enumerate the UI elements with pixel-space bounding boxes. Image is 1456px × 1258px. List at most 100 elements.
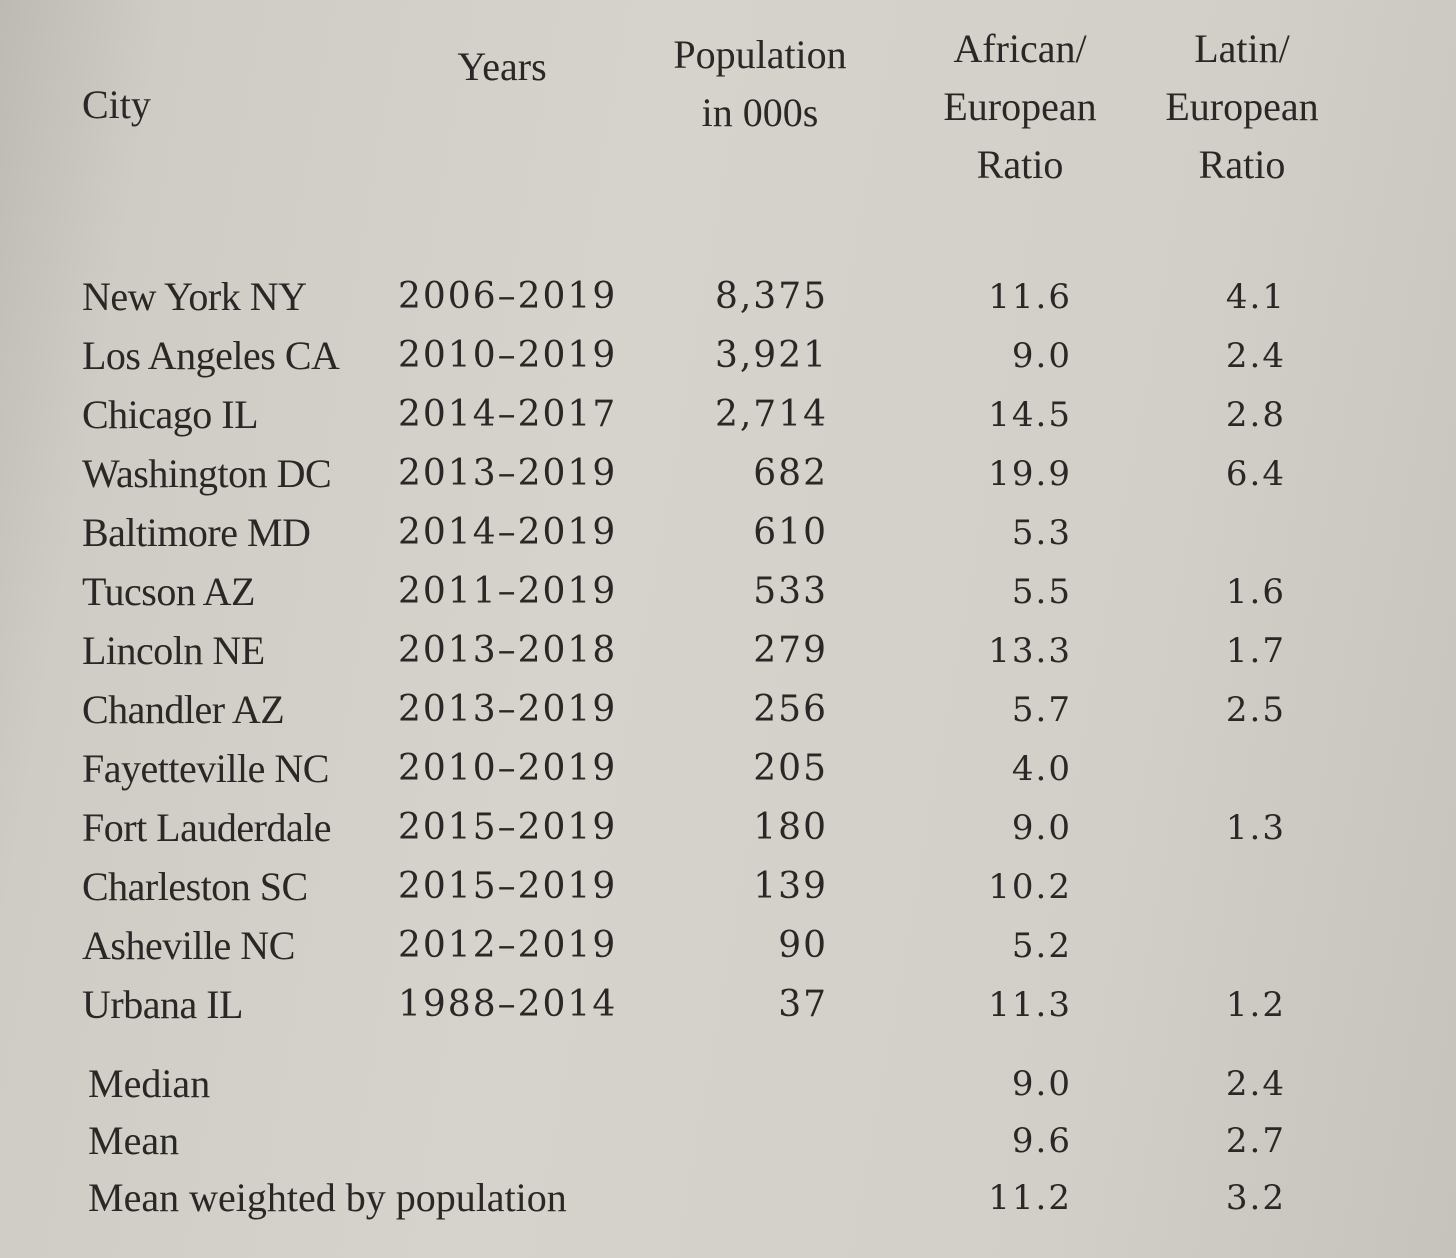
years-cell: 2013–2019	[398, 453, 618, 494]
african-ratio-cell: 19.9	[988, 454, 1072, 494]
african-ratio-cell: 5.7	[1011, 690, 1072, 730]
header-years: Years	[452, 38, 552, 96]
table-row: Urbana IL 1988–2014 37 11.3 1.2	[0, 976, 1456, 1034]
years-cell: 2015–2019	[398, 807, 618, 848]
table-row: Washington DC 2013–2019 682 19.9 6.4	[0, 445, 1456, 503]
african-ratio-cell: 5.2	[1011, 926, 1072, 966]
latin-ratio-cell: 1.7	[1225, 631, 1286, 671]
header-city-label: City	[82, 82, 151, 127]
table-row: Los Angeles CA 2010–2019 3,921 9.0 2.4	[0, 327, 1456, 385]
years-cell: 2012–2019	[398, 925, 618, 966]
population-cell: 3,921	[714, 335, 828, 376]
years-cell: 1988–2014	[398, 984, 618, 1025]
header-african-line-1: African/	[953, 26, 1087, 71]
city-cell: Washington DC	[82, 451, 332, 496]
latin-ratio-cell: 2.8	[1225, 395, 1286, 435]
table-row: Baltimore MD 2014–2019 610 5.3	[0, 504, 1456, 562]
table-row: Tucson AZ 2011–2019 533 5.5 1.6	[0, 563, 1456, 621]
latin-ratio-cell: 2.7	[1225, 1121, 1286, 1161]
city-cell: Lincoln NE	[82, 628, 265, 673]
header-african-line-3: Ratio	[976, 142, 1064, 187]
latin-ratio-cell: 2.4	[1225, 1064, 1286, 1104]
table-row: New York NY 2006–2019 8,375 11.6 4.1	[0, 268, 1456, 326]
african-ratio-cell: 11.6	[988, 277, 1072, 317]
table-row: Chandler AZ 2013–2019 256 5.7 2.5	[0, 681, 1456, 739]
african-ratio-cell: 9.0	[1011, 808, 1072, 848]
summary-label: Median	[88, 1061, 211, 1106]
years-cell: 2010–2019	[398, 335, 618, 376]
header-latin-line-2: European	[1165, 84, 1319, 129]
city-cell: Charleston SC	[82, 864, 308, 909]
summary-row-mean: Mean 9.6 2.7	[0, 1112, 1456, 1170]
latin-ratio-cell: 6.4	[1225, 454, 1286, 494]
latin-ratio-cell: 1.3	[1225, 808, 1286, 848]
african-ratio-cell: 10.2	[988, 867, 1072, 907]
header-latin-european-ratio: Latin/ European Ratio	[1142, 20, 1342, 194]
population-cell: 2,714	[714, 394, 828, 435]
years-cell: 2013–2019	[398, 689, 618, 730]
header-african-line-2: European	[943, 84, 1097, 129]
years-cell: 2015–2019	[398, 866, 618, 907]
city-cell: Los Angeles CA	[82, 333, 340, 378]
african-ratio-cell: 11.3	[988, 985, 1072, 1025]
population-cell: 8,375	[714, 276, 828, 317]
population-cell: 139	[753, 866, 828, 907]
summary-label: Mean weighted by population	[88, 1175, 567, 1220]
latin-ratio-cell: 2.4	[1225, 336, 1286, 376]
header-years-label: Years	[457, 44, 547, 89]
header-population: Population in 000s	[650, 26, 870, 142]
header-latin-line-1: Latin/	[1194, 26, 1290, 71]
city-cell: Fayetteville NC	[82, 746, 329, 791]
table-row: Lincoln NE 2013–2018 279 13.3 1.7	[0, 622, 1456, 680]
summary-row-median: Median 9.0 2.4	[0, 1055, 1456, 1113]
header-population-line-1: Population	[673, 32, 847, 77]
header-african-european-ratio: African/ European Ratio	[920, 20, 1120, 194]
population-cell: 90	[778, 925, 828, 966]
table-row: Chicago IL 2014–2017 2,714 14.5 2.8	[0, 386, 1456, 444]
population-cell: 610	[753, 512, 828, 553]
summary-row-weighted-mean: Mean weighted by population 11.2 3.2	[0, 1169, 1456, 1227]
african-ratio-cell: 13.3	[988, 631, 1072, 671]
latin-ratio-cell: 1.6	[1225, 572, 1286, 612]
years-cell: 2010–2019	[398, 748, 618, 789]
african-ratio-cell: 11.2	[988, 1178, 1072, 1218]
latin-ratio-cell: 2.5	[1225, 690, 1286, 730]
header-population-line-2: in 000s	[701, 90, 819, 135]
african-ratio-cell: 9.6	[1011, 1121, 1072, 1161]
population-cell: 533	[753, 571, 828, 612]
population-cell: 256	[753, 689, 828, 730]
african-ratio-cell: 9.0	[1011, 336, 1072, 376]
city-cell: Asheville NC	[82, 923, 295, 968]
population-cell: 682	[753, 453, 828, 494]
city-cell: New York NY	[82, 274, 307, 319]
african-ratio-cell: 4.0	[1011, 749, 1072, 789]
city-cell: Chicago IL	[82, 392, 259, 437]
latin-ratio-cell: 4.1	[1225, 277, 1286, 317]
city-cell: Fort Lauderdale	[82, 805, 332, 850]
years-cell: 2006–2019	[398, 276, 618, 317]
population-cell: 205	[753, 748, 828, 789]
african-ratio-cell: 5.3	[1011, 513, 1072, 553]
years-cell: 2014–2017	[398, 394, 618, 435]
african-ratio-cell: 5.5	[1011, 572, 1072, 612]
city-cell: Urbana IL	[82, 982, 243, 1027]
population-cell: 279	[753, 630, 828, 671]
years-cell: 2014–2019	[398, 512, 618, 553]
african-ratio-cell: 14.5	[988, 395, 1072, 435]
city-cell: Tucson AZ	[82, 569, 255, 614]
table-row: Fort Lauderdale 2015–2019 180 9.0 1.3	[0, 799, 1456, 857]
table-row: Asheville NC 2012–2019 90 5.2	[0, 917, 1456, 975]
population-cell: 37	[778, 984, 828, 1025]
header-latin-line-3: Ratio	[1198, 142, 1286, 187]
years-cell: 2013–2018	[398, 630, 618, 671]
table-row: Fayetteville NC 2010–2019 205 4.0	[0, 740, 1456, 798]
african-ratio-cell: 9.0	[1011, 1064, 1072, 1104]
latin-ratio-cell: 1.2	[1225, 985, 1286, 1025]
header-city: City	[82, 76, 151, 134]
city-cell: Chandler AZ	[82, 687, 285, 732]
summary-label: Mean	[88, 1118, 180, 1163]
years-cell: 2011–2019	[398, 571, 618, 612]
city-cell: Baltimore MD	[82, 510, 311, 555]
latin-ratio-cell: 3.2	[1225, 1178, 1286, 1218]
